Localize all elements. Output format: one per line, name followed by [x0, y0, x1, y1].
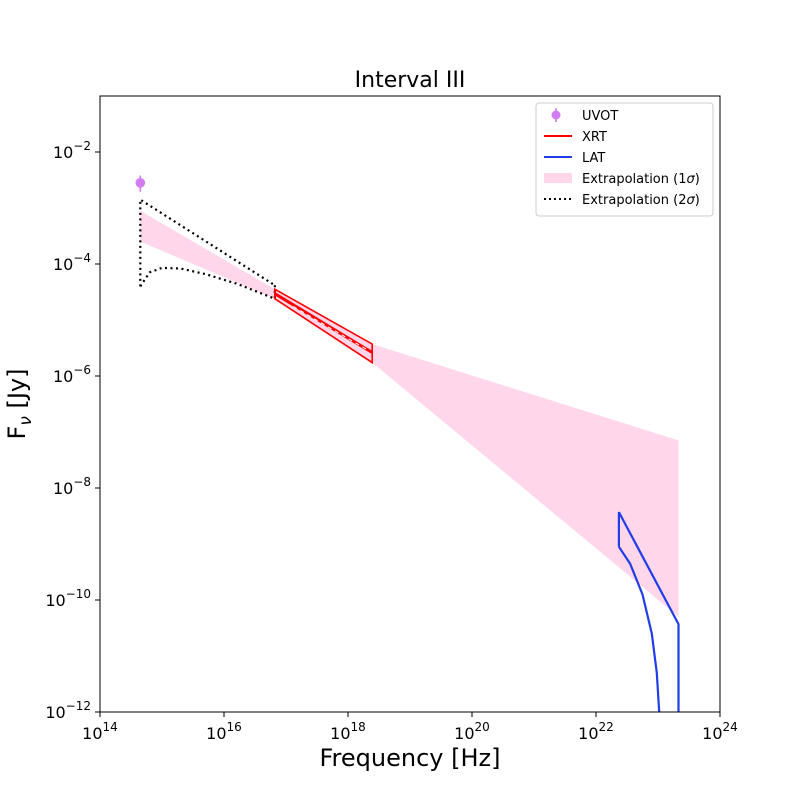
extrapolation-1sigma-band — [140, 210, 679, 617]
x-tick-label: 1022 — [578, 720, 614, 743]
x-tick-exponent: 22 — [599, 720, 614, 734]
legend-label-sigma: σ — [686, 193, 695, 208]
x-tick-exponent: 14 — [103, 720, 118, 734]
y-tick-label: 10−6 — [53, 363, 91, 386]
chart-title: Interval III — [355, 68, 466, 93]
y-tick-label: 10−10 — [45, 587, 91, 610]
x-tick-base: 10 — [82, 724, 102, 743]
x-tick-exponent: 20 — [475, 720, 490, 734]
legend-label-text: XRT — [582, 130, 607, 145]
legend-band1-patch — [544, 173, 572, 183]
x-tick-label: 1024 — [702, 720, 738, 743]
y-tick-base: 10 — [53, 479, 73, 498]
legend-label-sigma: σ — [686, 172, 695, 187]
y-tick-base: 10 — [53, 367, 73, 386]
legend-label-text: Extrapolation (1 — [582, 172, 686, 187]
legend-label-band2: Extrapolation (2σ) — [582, 193, 700, 208]
y-tick-exponent: −10 — [66, 587, 91, 601]
y-tick-exponent: −4 — [73, 251, 91, 265]
lat-bowtie-lower-curve — [617, 546, 661, 713]
y-tick-exponent: −2 — [73, 139, 91, 153]
legend-label-band1: Extrapolation (1σ) — [582, 172, 700, 187]
legend-label-text: Extrapolation (2 — [582, 193, 686, 208]
y-tick-exponent: −12 — [66, 699, 91, 713]
y-tick-base: 10 — [45, 591, 65, 610]
x-tick-exponent: 16 — [227, 720, 242, 734]
xrt-bowtie — [273, 287, 374, 365]
legend-label-text: LAT — [582, 151, 605, 166]
x-tick-base: 10 — [578, 724, 598, 743]
y-tick-label: 10−4 — [53, 251, 91, 274]
x-tick-base: 10 — [702, 724, 722, 743]
y-axis-title: Fν [Jy] — [3, 369, 36, 440]
extrapolation-2sigma-lower — [139, 266, 276, 300]
legend-label-lat: LAT — [582, 151, 605, 166]
x-tick-label: 1014 — [82, 720, 118, 743]
legend-uvot-marker — [551, 110, 561, 120]
legend-label-close: ) — [695, 172, 700, 187]
xrt-inner-line — [293, 306, 370, 352]
legend-box — [535, 102, 714, 217]
x-tick-exponent: 24 — [723, 720, 738, 734]
plot-area — [135, 175, 680, 713]
y-tick-base: 10 — [53, 143, 73, 162]
x-tick-label: 1016 — [206, 720, 242, 743]
y-tick-base: 10 — [45, 703, 65, 722]
y-tick-label: 10−8 — [53, 475, 91, 498]
extrapolation-2sigma-upper — [139, 197, 276, 287]
x-tick-exponent: 18 — [351, 720, 366, 734]
y-tick-exponent: −6 — [73, 363, 91, 377]
legend-label-uvot: UVOT — [582, 109, 618, 124]
axis-ticks: 1014 1016 1018 1020 1022 102410−210−410−610−8… — [45, 139, 738, 743]
y-tick-exponent: −8 — [73, 475, 91, 489]
x-tick-label: 1018 — [330, 720, 366, 743]
y-tick-label: 10−2 — [53, 139, 91, 162]
y-tick-base: 10 — [53, 255, 73, 274]
uvot-data-point — [135, 178, 146, 188]
y-axis-title-unit: [Jy] — [3, 369, 31, 417]
legend-label-xrt: XRT — [582, 130, 607, 145]
x-tick-base: 10 — [206, 724, 226, 743]
y-axis-title-base: F — [3, 426, 31, 440]
lat-bowtie-outline — [617, 511, 680, 712]
y-tick-label: 10−12 — [45, 699, 91, 722]
x-tick-base: 10 — [454, 724, 474, 743]
y-axis-title-subscript: ν — [16, 416, 36, 426]
x-tick-label: 1020 — [454, 720, 490, 743]
legend-label-close: ) — [695, 193, 700, 208]
legend-label-text: UVOT — [582, 109, 618, 124]
x-tick-base: 10 — [330, 724, 350, 743]
x-axis-title: Frequency [Hz] — [320, 744, 501, 772]
axes-frame — [99, 95, 721, 713]
